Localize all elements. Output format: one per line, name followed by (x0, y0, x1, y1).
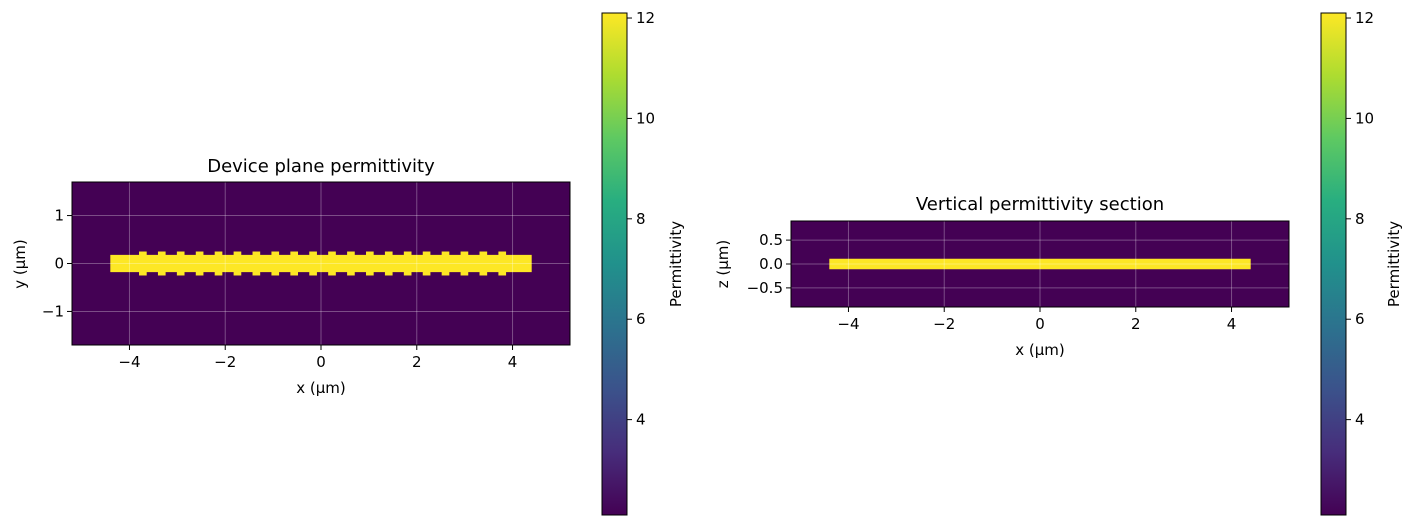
colorbar-tick-label: 10 (636, 109, 655, 127)
colorbar-device-plane: 4 6 8 10 12 Permittivity (601, 9, 685, 516)
colorbar-tick-label: 6 (1355, 310, 1365, 328)
colorbar-gradient (1320, 12, 1347, 516)
colorbar-tick-label: 10 (1355, 109, 1374, 127)
chart-title: Vertical permittivity section (916, 194, 1164, 215)
heatmap-plot-area: −4 −2 0 2 4 −1 0 1 (42, 181, 571, 371)
x-tick-label: 4 (508, 353, 518, 371)
y-tick-label: 1 (54, 207, 64, 225)
y-tick-label: −1 (42, 302, 64, 320)
x-axis-label: x (μm) (1015, 341, 1065, 359)
x-tick-label: −4 (837, 315, 859, 333)
colorbar-gradient (601, 12, 628, 516)
x-axis-label: x (μm) (296, 379, 346, 397)
x-tick-label: 0 (1035, 315, 1045, 333)
y-tick-label: 0 (54, 255, 64, 273)
x-tick-label: 2 (412, 353, 422, 371)
panel-device-plane: Device plane permittivity −4 −2 0 2 4 −1 0 1 x … (11, 156, 571, 397)
x-tick-label: 2 (1131, 315, 1141, 333)
colorbar-tick-label: 12 (1355, 9, 1374, 27)
y-tick-label: −0.5 (747, 279, 783, 297)
x-tick-label: 4 (1227, 315, 1237, 333)
colorbar-tick-label: 4 (636, 411, 646, 429)
colorbar-label: Permittivity (667, 221, 685, 307)
x-tick-label: −2 (933, 315, 955, 333)
colorbar-tick-label: 6 (636, 310, 646, 328)
colorbar-ticks: 4 6 8 10 12 (1346, 9, 1374, 429)
colorbar-vertical-section: 4 6 8 10 12 Permittivity (1320, 9, 1403, 516)
colorbar-tick-label: 12 (636, 9, 655, 27)
colorbar-ticks: 4 6 8 10 12 (627, 9, 655, 429)
colorbar-tick-label: 8 (636, 210, 646, 228)
y-axis-label: y (μm) (11, 239, 29, 289)
x-tick-label: −4 (118, 353, 140, 371)
colorbar-tick-label: 4 (1355, 411, 1365, 429)
colorbar-label: Permittivity (1385, 221, 1403, 307)
panel-vertical-section: Vertical permittivity section −4 −2 0 2 4 −0.… (714, 194, 1290, 359)
y-tick-label: 0.5 (759, 231, 783, 249)
heatmap-plot-area: −4 −2 0 2 4 −0.5 0.0 0.5 (747, 220, 1290, 333)
x-tick-label: −2 (214, 353, 236, 371)
y-tick-label: 0.0 (759, 255, 783, 273)
waveguide-core (110, 254, 532, 273)
y-axis-label: z (μm) (714, 240, 732, 289)
colorbar-tick-label: 8 (1355, 210, 1365, 228)
chart-title: Device plane permittivity (207, 156, 435, 177)
waveguide-core (829, 258, 1251, 270)
x-tick-label: 0 (316, 353, 326, 371)
